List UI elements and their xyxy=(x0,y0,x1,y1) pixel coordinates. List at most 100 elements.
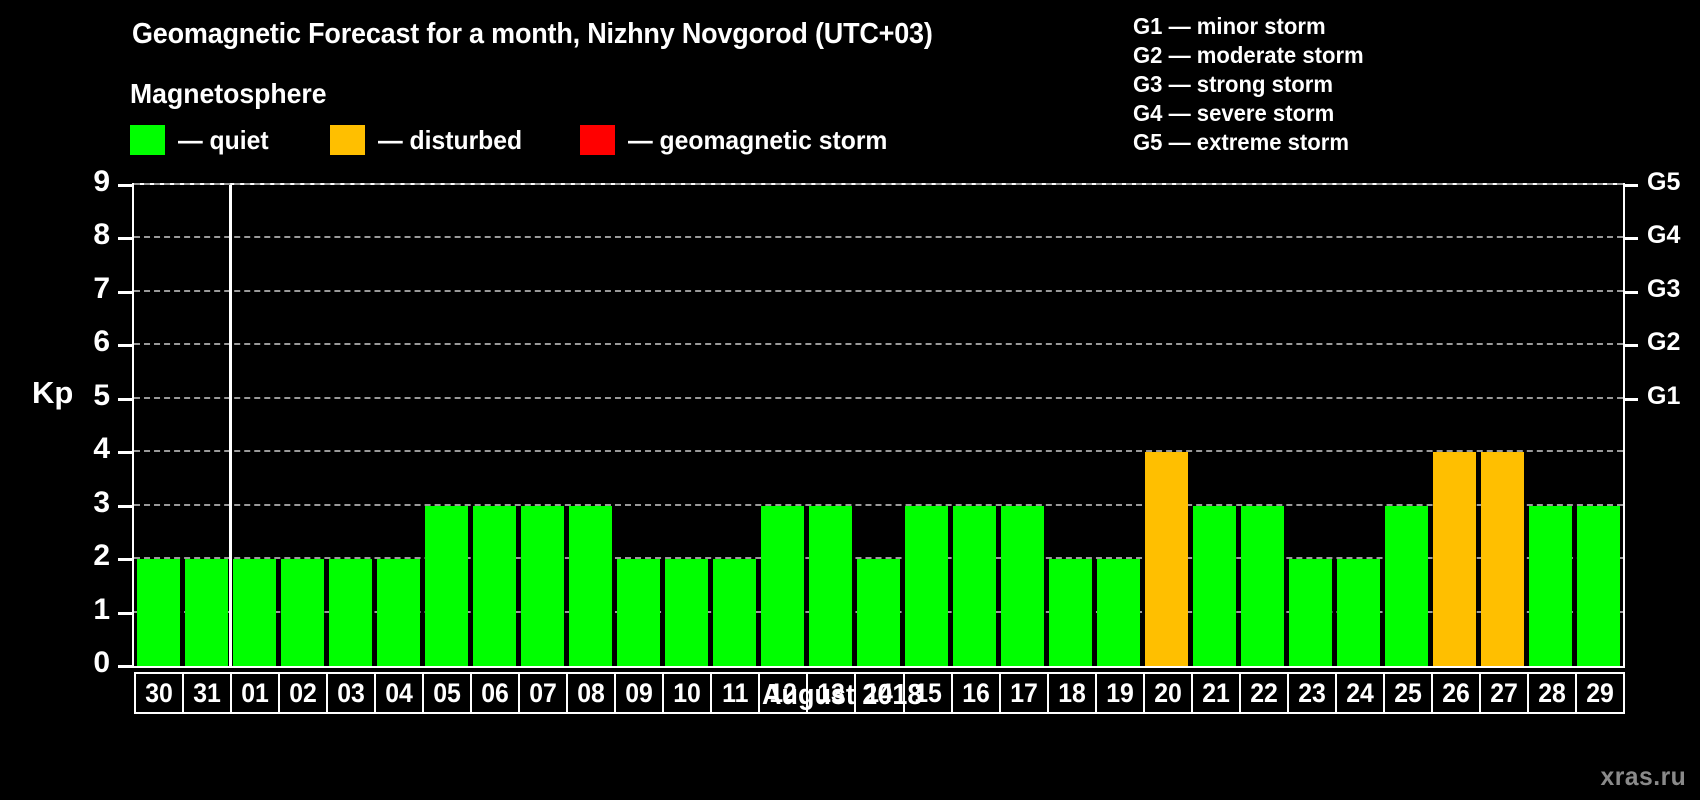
g-scale-legend: G1 — minor storm G2 — moderate storm G3 — … xyxy=(1133,12,1373,157)
y-tick-mark-4 xyxy=(118,451,132,455)
bar-day-31 xyxy=(184,559,228,666)
day-label-29: 29 xyxy=(1574,672,1625,714)
day-label-01: 01 xyxy=(230,672,281,714)
bar-day-11 xyxy=(712,559,756,666)
y-tick-mark-7 xyxy=(118,290,132,294)
day-label-text: 14 xyxy=(865,677,894,708)
day-label-27: 27 xyxy=(1478,672,1529,714)
y-tick-mark-2 xyxy=(118,558,132,562)
day-label-20: 20 xyxy=(1142,672,1193,714)
y-tick-label-7: 7 xyxy=(93,271,110,305)
day-label-11: 11 xyxy=(710,672,761,714)
day-label-text: 25 xyxy=(1394,677,1422,708)
y-tick-mark-3 xyxy=(118,504,132,508)
day-label-26: 26 xyxy=(1430,672,1481,714)
g-scale-line-2: G2 — moderate storm xyxy=(1133,42,1364,68)
bar-day-28 xyxy=(1529,505,1573,666)
bar-day-14 xyxy=(856,559,900,666)
bar-day-22 xyxy=(1241,505,1285,666)
day-label-28: 28 xyxy=(1526,672,1577,714)
day-label-31: 31 xyxy=(182,672,233,714)
bar-day-26 xyxy=(1433,452,1477,666)
y-tick-mark-9 xyxy=(118,184,132,187)
bar-day-12 xyxy=(760,505,804,666)
day-label-text: 03 xyxy=(337,677,365,708)
bar-day-13 xyxy=(808,505,852,666)
day-label-text: 24 xyxy=(1345,677,1374,708)
bar-day-20 xyxy=(1145,452,1189,666)
y-tick-label-4: 4 xyxy=(93,432,110,466)
g-axis-label-G1: G1 xyxy=(1647,381,1681,410)
y-tick-label-6: 6 xyxy=(93,325,110,359)
day-label-10: 10 xyxy=(662,672,713,714)
y-tick-label-1: 1 xyxy=(93,592,110,626)
gridline-kp-6 xyxy=(134,343,1623,346)
g-axis-label-G3: G3 xyxy=(1647,274,1681,303)
month-divider xyxy=(229,185,233,666)
day-label-text: 31 xyxy=(193,677,221,708)
day-label-03: 03 xyxy=(326,672,377,714)
day-label-13: 13 xyxy=(806,672,857,714)
legend-item-geomagnetic-storm: — geomagnetic storm xyxy=(580,124,901,156)
watermark: xras.ru xyxy=(1600,761,1686,791)
day-label-05: 05 xyxy=(422,672,473,714)
day-label-23: 23 xyxy=(1286,672,1337,714)
bar-day-23 xyxy=(1289,559,1333,666)
bar-day-19 xyxy=(1097,559,1141,666)
day-label-16: 16 xyxy=(950,672,1001,714)
day-label-09: 09 xyxy=(614,672,665,714)
bar-day-04 xyxy=(376,559,420,666)
y-tick-label-0: 0 xyxy=(93,646,110,679)
day-label-text: 06 xyxy=(481,677,510,708)
legend-label-quiet: — quiet xyxy=(178,124,269,155)
day-label-12: 12 xyxy=(758,672,809,714)
day-label-08: 08 xyxy=(566,672,617,714)
legend-label-geomagnetic-storm: — geomagnetic storm xyxy=(628,124,888,155)
y-tick-mark-1 xyxy=(118,611,132,615)
y-tick-label-8: 8 xyxy=(93,218,110,252)
day-label-text: 13 xyxy=(817,677,846,708)
day-label-19: 19 xyxy=(1094,672,1145,714)
gridline-kp-3 xyxy=(134,503,1623,506)
g-scale-line-4: G4 — severe storm xyxy=(1133,100,1335,126)
bar-day-25 xyxy=(1385,505,1429,666)
legend-swatch-quiet xyxy=(130,125,165,155)
day-label-22: 22 xyxy=(1238,672,1289,714)
y-tick-mark-6 xyxy=(118,344,132,348)
day-label-text: 01 xyxy=(241,677,269,708)
day-label-text: 10 xyxy=(673,677,702,708)
bar-day-24 xyxy=(1337,559,1381,666)
day-label-text: 22 xyxy=(1249,677,1278,708)
chart-plot-area xyxy=(132,183,1625,668)
legend-item-disturbed: — disturbed xyxy=(330,124,530,156)
day-label-text: 19 xyxy=(1105,677,1134,708)
g-tick-mark-G5 xyxy=(1625,184,1638,187)
bar-day-06 xyxy=(472,505,516,666)
g-axis-label-G5: G5 xyxy=(1647,168,1681,196)
day-label-15: 15 xyxy=(902,672,953,714)
bar-day-08 xyxy=(568,505,612,666)
day-label-text: 15 xyxy=(913,677,942,708)
gridline-kp-9 xyxy=(134,183,1623,185)
g-scale-line-3: G3 — strong storm xyxy=(1133,71,1333,97)
y-tick-mark-0 xyxy=(118,665,132,668)
day-label-text: 21 xyxy=(1201,677,1230,708)
day-label-text: 28 xyxy=(1538,677,1566,708)
day-label-07: 07 xyxy=(518,672,569,714)
bar-day-21 xyxy=(1193,505,1237,666)
gridline-kp-8 xyxy=(134,236,1623,239)
bar-day-29 xyxy=(1577,505,1621,666)
g-axis-label-G2: G2 xyxy=(1647,328,1681,357)
gridline-kp-4 xyxy=(134,450,1623,453)
day-label-text: 08 xyxy=(577,677,606,708)
day-label-text: 30 xyxy=(145,677,173,708)
legend-swatch-disturbed xyxy=(330,125,365,155)
g-scale-line-5: G5 — extreme storm xyxy=(1133,129,1349,155)
bar-series xyxy=(134,185,1623,666)
day-label-14: 14 xyxy=(854,672,905,714)
bar-day-17 xyxy=(1001,505,1045,666)
bar-day-10 xyxy=(664,559,708,666)
bar-day-09 xyxy=(616,559,660,666)
day-label-text: 23 xyxy=(1297,677,1326,708)
day-label-text: 07 xyxy=(529,677,558,708)
